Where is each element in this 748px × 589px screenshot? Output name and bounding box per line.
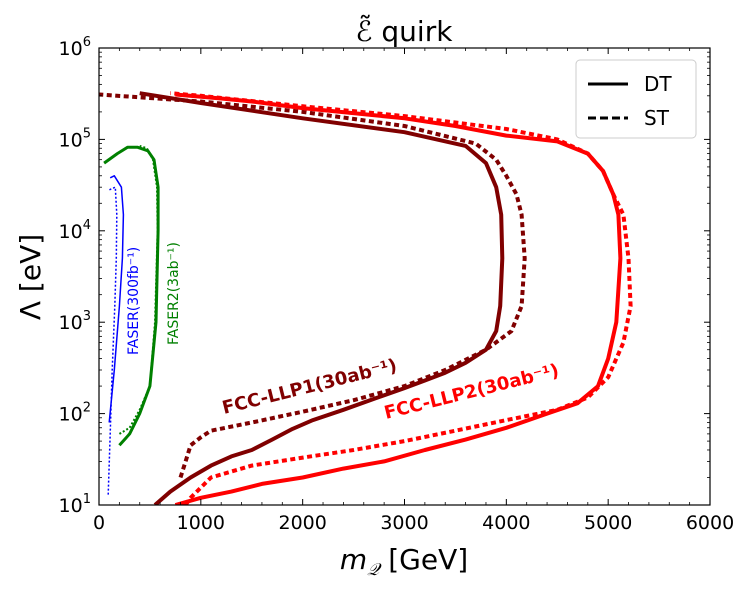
series-fcc-llp2-st [170,91,633,505]
x-tick-label: 4000 [482,512,530,534]
x-axis-label-main: m [340,543,367,576]
x-axis-label-unit: [GeV] [379,543,468,576]
series-fcc-llp1-st [99,92,527,479]
x-tick-label: 1000 [177,512,225,534]
series-fcc-llp2-dt [174,92,623,505]
y-tick-label: 104 [59,218,91,243]
x-axis-label-sub: 𝒬 [367,560,382,580]
legend: DT ST [575,59,697,139]
tick-labels: 0 1000 2000 3000 4000 5000 6000101102103104105… [59,35,735,534]
faser2-label: FASER2(3ab⁻¹) [166,242,182,345]
legend-box [575,59,697,139]
y-tick-exp: 1 [83,492,91,507]
y-tick-label: 102 [59,401,91,426]
series-faser2-dt [103,145,160,447]
series-fcc-llp1-dt [139,91,505,505]
x-tick-label: 0 [93,512,105,534]
y-tick-label: 105 [59,126,91,151]
y-tick-exp: 3 [83,309,91,324]
y-tick-label: 103 [59,309,91,334]
series-faser2-st [118,144,159,435]
y-axis-label: Λ [eV] [14,234,47,320]
y-tick-label: 101 [59,492,91,517]
y-tick-exp: 5 [83,126,91,141]
y-tick-base: 10 [59,129,83,151]
x-tick-label: 6000 [686,512,734,534]
y-tick-base: 10 [59,221,83,243]
x-axis-label: m𝒬 [GeV] [340,543,468,580]
y-tick-base: 10 [59,38,83,60]
series-faser-st [107,186,118,495]
legend-label-dt: DT [644,72,672,96]
y-tick-base: 10 [59,312,83,334]
series-faser-dt [108,175,125,423]
legend-label-st: ST [644,106,670,130]
y-tick-label: 106 [59,35,91,60]
ticks-layer [98,47,711,506]
y-tick-exp: 4 [83,218,91,233]
y-tick-base: 10 [59,495,83,517]
chart-title: ℰ̃ quirk [356,14,454,48]
x-tick-label: 2000 [278,512,326,534]
faser-label: FASER(300fb⁻¹) [126,247,142,355]
x-tick-label: 5000 [584,512,632,534]
y-tick-base: 10 [59,404,83,426]
series-layer [99,91,633,505]
y-tick-exp: 6 [83,35,91,50]
y-tick-exp: 2 [83,401,91,416]
fcc-llp1-label: FCC-LLP1(30ab⁻¹) [220,355,399,419]
x-tick-label: 3000 [380,512,428,534]
